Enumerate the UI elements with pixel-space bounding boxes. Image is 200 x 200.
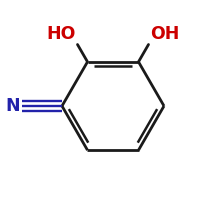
Text: OH: OH (151, 25, 180, 43)
Text: HO: HO (46, 25, 76, 43)
Text: N: N (5, 97, 20, 115)
